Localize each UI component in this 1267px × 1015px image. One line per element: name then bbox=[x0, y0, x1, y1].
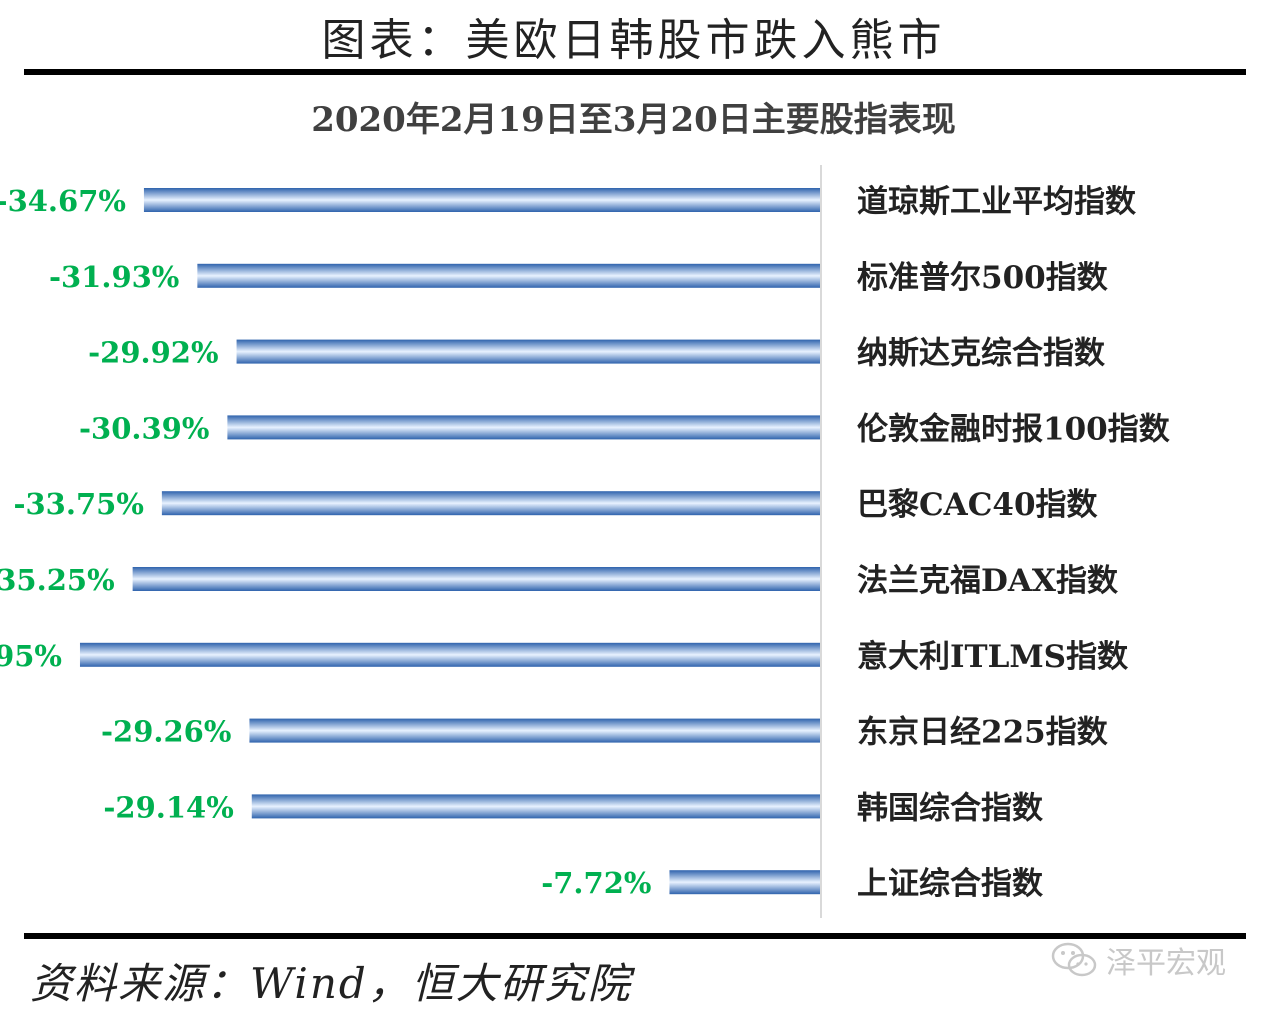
category-label: 道琼斯工业平均指数 bbox=[857, 184, 1136, 220]
category-label: 东京日经225指数 bbox=[857, 715, 1108, 751]
data-label: -34.67% bbox=[0, 184, 126, 218]
category-label: 伦敦金融时报100指数 bbox=[857, 411, 1170, 447]
data-label: -29.26% bbox=[101, 715, 231, 749]
source-note: 资料来源：Wind，恒大研究院 bbox=[30, 959, 632, 1008]
data-label: -31.93% bbox=[49, 260, 179, 294]
data-label: -37.95% bbox=[0, 639, 62, 673]
bar bbox=[236, 339, 820, 364]
category-label: 意大利ITLMS指数 bbox=[857, 639, 1128, 675]
bar bbox=[251, 794, 820, 819]
data-label: -33.75% bbox=[13, 487, 143, 521]
data-label: -7.72% bbox=[541, 866, 651, 900]
top-rule bbox=[24, 69, 1246, 75]
watermark: 泽平宏观 bbox=[1050, 938, 1226, 982]
category-label: 韩国综合指数 bbox=[857, 790, 1043, 826]
bottom-rule bbox=[24, 933, 1246, 939]
bar bbox=[161, 491, 820, 516]
category-label: 上证综合指数 bbox=[857, 866, 1043, 902]
watermark-text: 泽平宏观 bbox=[1106, 946, 1226, 981]
bar bbox=[227, 415, 820, 440]
bar bbox=[132, 567, 820, 591]
category-label: 法兰克福DAX指数 bbox=[857, 563, 1118, 599]
category-label: 纳斯达克综合指数 bbox=[857, 336, 1105, 372]
bar bbox=[143, 188, 820, 212]
bar bbox=[197, 263, 821, 288]
data-label: -29.92% bbox=[88, 336, 218, 370]
bar bbox=[669, 870, 820, 895]
bar bbox=[79, 642, 821, 667]
category-label: 标准普尔500指数 bbox=[857, 260, 1108, 296]
bar bbox=[249, 718, 820, 743]
data-label: -29.14% bbox=[103, 790, 233, 824]
data-label: -35.25% bbox=[0, 563, 115, 597]
figure-title: 图表：美欧日韩股市跌入熊市 bbox=[321, 15, 946, 66]
category-label: 巴黎CAC40指数 bbox=[857, 487, 1098, 523]
chart-title: 2020年2月19日至3月20日主要股指表现 bbox=[311, 100, 956, 140]
wechat-icon bbox=[1051, 942, 1097, 977]
data-label: -30.39% bbox=[79, 411, 209, 445]
